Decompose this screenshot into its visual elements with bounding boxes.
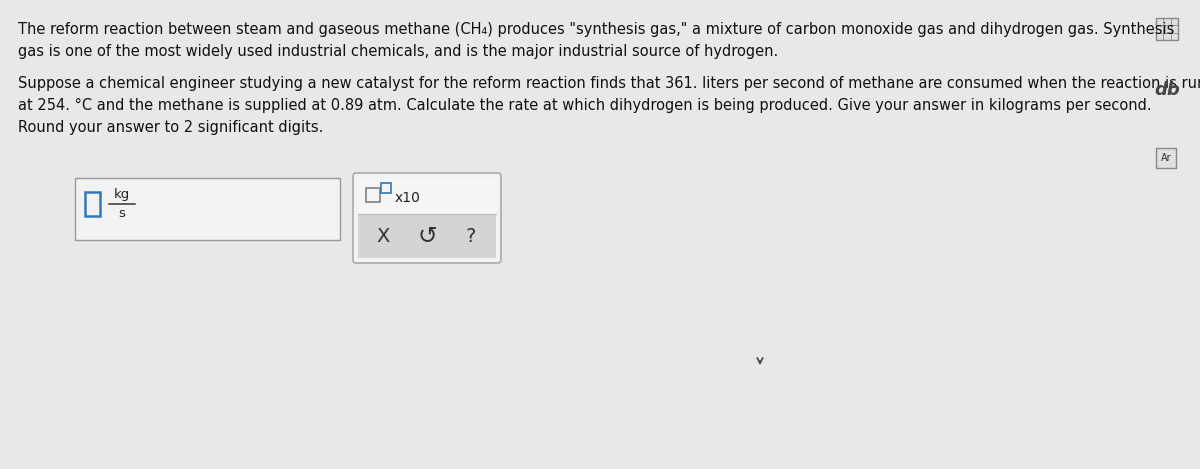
Bar bbox=[1156, 148, 1176, 168]
Bar bbox=[85, 192, 100, 216]
Bar bbox=[358, 214, 496, 258]
Text: at 254. °C and the methane is supplied at 0.89 atm. Calculate the rate at which : at 254. °C and the methane is supplied a… bbox=[18, 98, 1152, 113]
Text: ?: ? bbox=[466, 227, 476, 245]
FancyBboxPatch shape bbox=[353, 173, 502, 263]
Text: The reform reaction between steam and gaseous methane (CH₄) produces "synthesis : The reform reaction between steam and ga… bbox=[18, 22, 1175, 37]
Bar bbox=[358, 178, 496, 214]
Text: X: X bbox=[376, 227, 390, 245]
Text: ↺: ↺ bbox=[418, 224, 437, 248]
Bar bbox=[74, 178, 340, 240]
Bar bbox=[382, 183, 391, 193]
Text: Suppose a chemical engineer studying a new catalyst for the reform reaction find: Suppose a chemical engineer studying a n… bbox=[18, 76, 1200, 91]
Bar bbox=[366, 188, 380, 202]
Text: x10: x10 bbox=[395, 191, 421, 205]
Text: Round your answer to 2 significant digits.: Round your answer to 2 significant digit… bbox=[18, 120, 323, 135]
Text: db: db bbox=[1154, 81, 1180, 99]
Text: s: s bbox=[119, 207, 126, 220]
Bar bbox=[1156, 18, 1178, 40]
Text: Ar: Ar bbox=[1160, 153, 1171, 163]
Text: gas is one of the most widely used industrial chemicals, and is the major indust: gas is one of the most widely used indus… bbox=[18, 44, 779, 59]
Text: kg: kg bbox=[114, 188, 130, 201]
